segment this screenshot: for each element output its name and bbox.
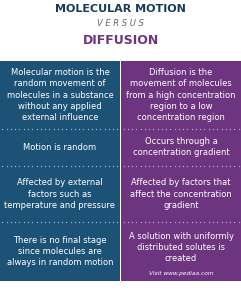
- Text: There is no final stage
since molecules are
always in random motion: There is no final stage since molecules …: [7, 236, 113, 267]
- Bar: [0, 222, 120, 280]
- Bar: [0, 128, 120, 166]
- Bar: [121, 128, 241, 166]
- Text: A solution with uniformly
distributed solutes is
created: A solution with uniformly distributed so…: [128, 232, 234, 263]
- Text: Molecular motion is the
random movement of
molecules in a substance
without any : Molecular motion is the random movement …: [7, 68, 113, 122]
- Bar: [0, 166, 120, 222]
- Bar: [121, 61, 241, 128]
- Text: Motion is random: Motion is random: [23, 143, 96, 152]
- Text: MOLECULAR MOTION: MOLECULAR MOTION: [55, 4, 186, 14]
- Text: Affected by external
factors such as
temperature and pressure: Affected by external factors such as tem…: [4, 178, 115, 210]
- Text: V E R S U S: V E R S U S: [97, 20, 144, 28]
- Bar: [0, 61, 120, 128]
- Bar: [121, 222, 241, 280]
- Bar: [121, 166, 241, 222]
- Text: Occurs through a
concentration gradient: Occurs through a concentration gradient: [133, 137, 229, 157]
- Bar: [120, 61, 121, 280]
- Text: Affected by factors that
affect the concentration
gradient: Affected by factors that affect the conc…: [130, 178, 232, 210]
- Text: Visit www.pediaa.com: Visit www.pediaa.com: [149, 271, 213, 276]
- Text: DIFFUSION: DIFFUSION: [82, 34, 159, 46]
- Text: Diffusion is the
movement of molecules
from a high concentration
region to a low: Diffusion is the movement of molecules f…: [126, 68, 236, 122]
